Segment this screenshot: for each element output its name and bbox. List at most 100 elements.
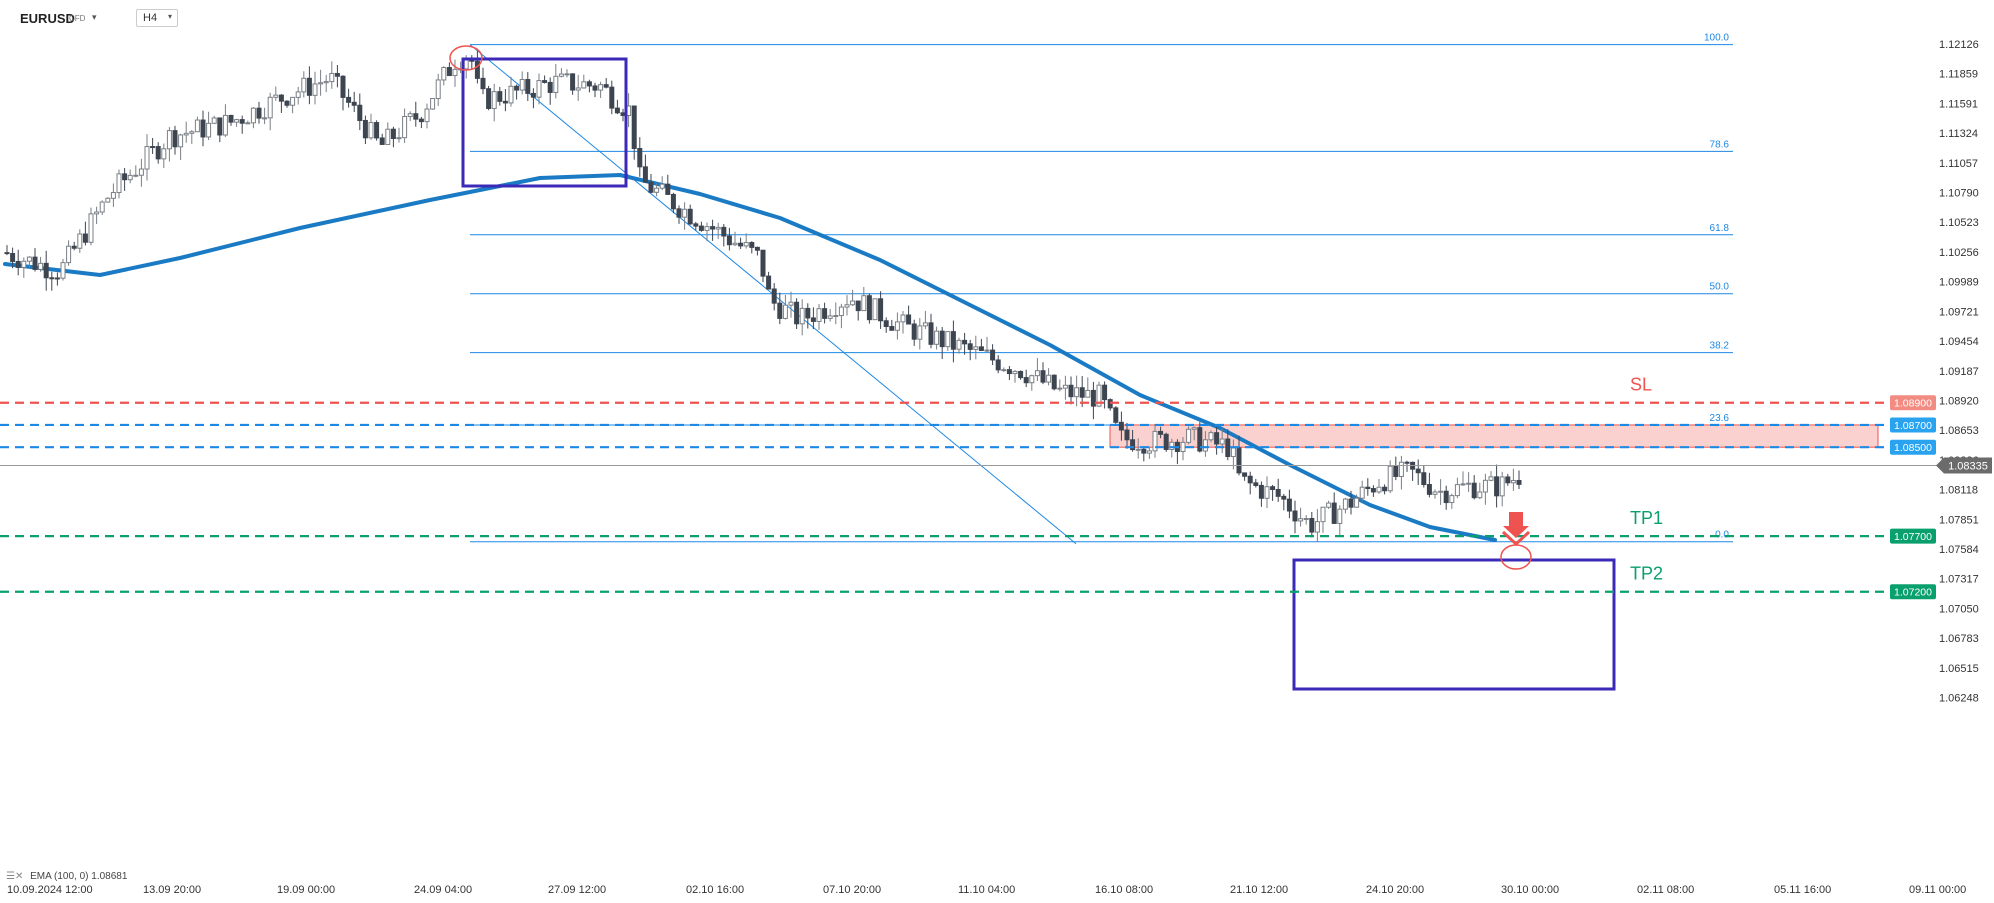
- candle-body: [497, 91, 503, 102]
- candle-body: [222, 114, 228, 136]
- fib-level-label: 78.6: [1710, 139, 1730, 150]
- candle-body: [844, 304, 850, 308]
- candle-body: [32, 256, 38, 270]
- candle-body: [1471, 482, 1477, 499]
- candle-body: [799, 307, 805, 325]
- candle-body: [446, 67, 452, 77]
- candle-body: [99, 201, 105, 213]
- candle-body: [726, 235, 732, 246]
- candle-body: [698, 225, 704, 231]
- candle-body: [598, 84, 604, 91]
- candle-body: [390, 128, 396, 140]
- ema-legend-value: 1.08681: [91, 871, 128, 882]
- y-tick-label: 1.07317: [1939, 574, 1979, 586]
- candle-body: [721, 226, 727, 237]
- indicator-legend[interactable]: ☰✕ EMA (100, 0) 1.08681: [6, 871, 127, 882]
- candle-body: [586, 81, 592, 87]
- candle-body: [900, 314, 906, 323]
- candle-body: [66, 245, 72, 264]
- candle-body: [715, 226, 721, 230]
- candle-body: [71, 245, 77, 249]
- ema-legend-label: EMA (100, 0): [30, 871, 89, 882]
- candle-body: [1242, 472, 1248, 477]
- candle-body: [620, 112, 626, 116]
- candle-body: [1225, 438, 1231, 458]
- fib-level-label: 38.2: [1710, 341, 1730, 352]
- candle-body: [525, 79, 531, 94]
- candle-body: [536, 80, 542, 98]
- candle-body: [754, 246, 760, 251]
- candle-body: [334, 72, 340, 77]
- candle-body: [1415, 468, 1421, 474]
- price-badge: [1890, 439, 1936, 455]
- symbol-name[interactable]: EURUSD: [20, 11, 75, 26]
- candle-body: [1135, 448, 1141, 451]
- candle-body: [1454, 484, 1460, 497]
- y-tick-label: 1.08118: [1939, 485, 1978, 497]
- candle-body: [413, 113, 419, 120]
- candle-body: [256, 107, 262, 119]
- candle-body: [1449, 495, 1455, 504]
- candle-body: [1158, 430, 1164, 435]
- timeframe-select[interactable]: H4 ▾: [136, 9, 178, 27]
- candle-body: [430, 98, 436, 110]
- symbol-dropdown-chevron-down-icon[interactable]: ▾: [92, 12, 97, 22]
- candle-body: [385, 128, 391, 145]
- candle-body: [1146, 450, 1152, 454]
- candle-body: [1348, 498, 1354, 508]
- candle-body: [502, 100, 508, 104]
- chevron-down-icon: ▾: [167, 12, 172, 21]
- candle-body: [284, 100, 290, 106]
- candle-body: [262, 117, 268, 120]
- candle-body: [54, 277, 60, 280]
- candle-body: [1426, 484, 1432, 495]
- candle-body: [379, 137, 385, 145]
- x-tick-label: 09.11 00:00: [1909, 884, 1966, 896]
- candle-body: [110, 192, 116, 199]
- candle-body: [1186, 428, 1192, 443]
- candle-body: [1130, 439, 1136, 451]
- candle-body: [1275, 488, 1281, 497]
- candle-body: [346, 96, 352, 103]
- candle-body: [1102, 384, 1108, 401]
- candle-body: [1074, 387, 1080, 398]
- candle-body: [194, 119, 200, 133]
- candle-body: [1359, 486, 1365, 499]
- x-tick-label: 05.11 16:00: [1774, 884, 1831, 896]
- candle-body: [1057, 387, 1063, 390]
- candle-body: [306, 77, 312, 96]
- candle-body: [553, 75, 559, 93]
- candle-body: [766, 275, 772, 290]
- candle-body: [1354, 497, 1360, 508]
- consolidation-box-bottom: [1292, 558, 1616, 691]
- candle-body: [10, 253, 16, 262]
- candle-body: [838, 306, 844, 317]
- candle-body: [592, 85, 598, 91]
- fib-level-label: 100.0: [1704, 33, 1729, 44]
- candle-body: [1169, 441, 1175, 450]
- candle-body: [743, 242, 749, 247]
- candle-body: [1387, 465, 1393, 492]
- candle-body: [250, 107, 256, 124]
- candle-body: [1096, 384, 1102, 407]
- candle-body: [1141, 448, 1147, 454]
- candle-body: [211, 117, 217, 124]
- candle-body: [1001, 369, 1007, 372]
- y-tick-label: 1.12126: [1939, 39, 1979, 51]
- price-badge-label: 1.08900: [1894, 398, 1932, 410]
- candle-body: [150, 146, 156, 149]
- candle-body: [1202, 439, 1208, 452]
- candle-body: [77, 233, 83, 249]
- candle-body: [939, 330, 945, 348]
- candle-body: [1051, 374, 1057, 390]
- price-badge: [1890, 528, 1936, 544]
- candle-body: [984, 349, 990, 352]
- x-tick-label: 07.10 20:00: [823, 884, 881, 896]
- candle-body: [648, 181, 654, 193]
- y-tick-label: 1.10790: [1939, 188, 1979, 200]
- indicator-list-icon: ☰✕: [6, 871, 24, 882]
- candle-body: [866, 295, 872, 321]
- y-tick-label: 1.06515: [1939, 663, 1979, 675]
- level-name-label: TP1: [1630, 508, 1663, 528]
